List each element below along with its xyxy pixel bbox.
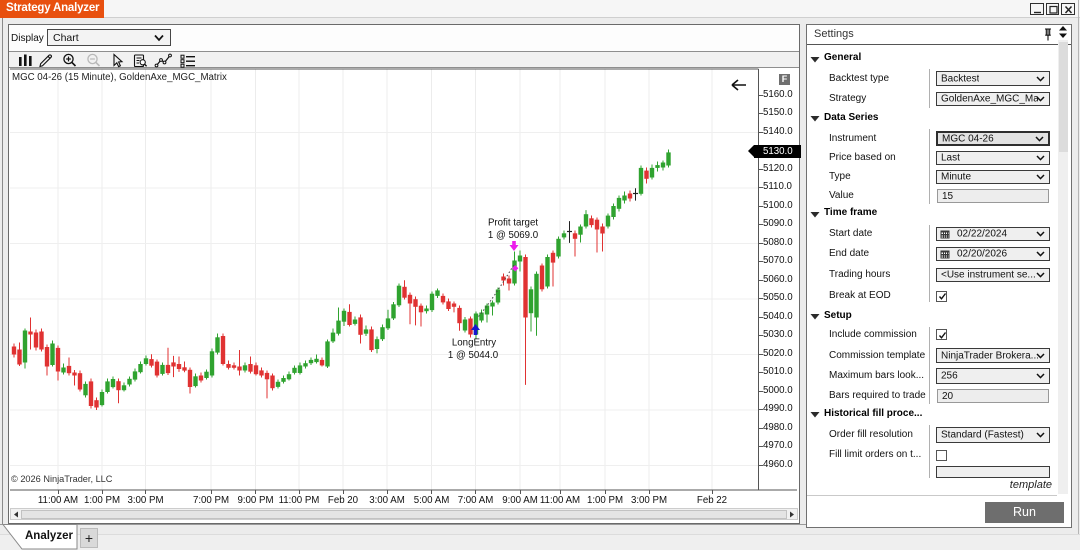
svg-text:LongEntry: LongEntry: [452, 337, 496, 348]
svg-text:Profit target: Profit target: [488, 217, 538, 228]
svg-text:1 @ 5069.0: 1 @ 5069.0: [488, 230, 539, 241]
svg-text:1 @ 5044.0: 1 @ 5044.0: [448, 350, 499, 361]
